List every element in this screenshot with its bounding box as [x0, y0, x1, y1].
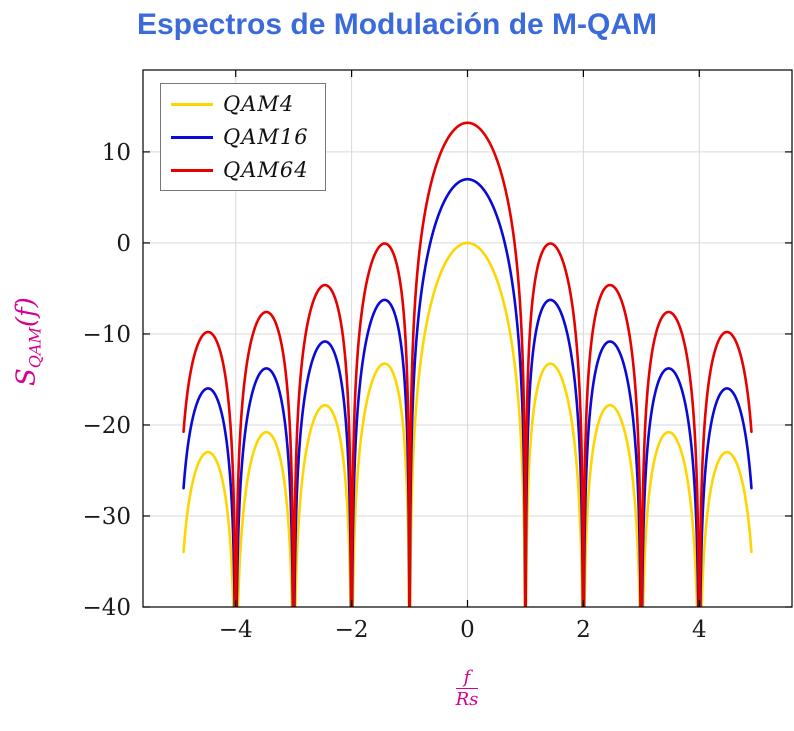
series-line-qam4 — [182, 241, 753, 607]
x-tick-label: −2 — [335, 617, 369, 643]
x-axis-label-numerator: f — [455, 668, 479, 689]
y-axis-label-main: S — [11, 368, 42, 386]
tick-marks — [143, 70, 792, 608]
y-tick-label: 0 — [116, 231, 131, 257]
y-tick-label: −20 — [82, 413, 131, 439]
y-axis-label: SQAM(f) — [11, 262, 44, 422]
y-tick-label: −10 — [82, 322, 131, 348]
legend-label-qam64: QAM64 — [223, 158, 309, 182]
y-axis-label-suffix: (f) — [11, 297, 42, 328]
x-axis-label-fraction: f Rs — [455, 668, 479, 711]
legend-item-qam64: QAM64 — [171, 158, 309, 182]
legend: QAM4 QAM16 QAM64 — [160, 83, 326, 191]
legend-label-qam16: QAM16 — [223, 125, 309, 149]
legend-swatch-qam4 — [171, 102, 213, 106]
x-tick-label: 0 — [460, 617, 475, 643]
series-line-qam64 — [182, 121, 753, 607]
x-tick-label: 4 — [692, 617, 707, 643]
x-axis-label-denominator: Rs — [455, 689, 479, 710]
legend-item-qam16: QAM16 — [171, 125, 309, 149]
x-tick-label: 2 — [576, 617, 591, 643]
y-tick-label: −40 — [82, 595, 131, 621]
x-axis-label: f Rs — [437, 668, 497, 711]
y-axis-label-sub: QAM — [25, 327, 45, 369]
legend-label-qam4: QAM4 — [223, 92, 295, 116]
series-curves — [182, 121, 753, 607]
y-tick-label: 10 — [102, 140, 131, 166]
y-tick-label: −30 — [82, 504, 131, 530]
chart-title: Espectros de Modulación de M-QAM — [136, 8, 658, 41]
x-tick-label: −4 — [219, 617, 253, 643]
chart-area: −4 −2 0 2 4 10 0 −10 −20 −30 −40 SQAM(f) QAM4 QAM1… — [0, 55, 794, 731]
series-line-qam16 — [182, 177, 753, 607]
legend-item-qam4: QAM4 — [171, 92, 309, 116]
legend-swatch-qam16 — [171, 135, 213, 139]
legend-swatch-qam64 — [171, 168, 213, 172]
